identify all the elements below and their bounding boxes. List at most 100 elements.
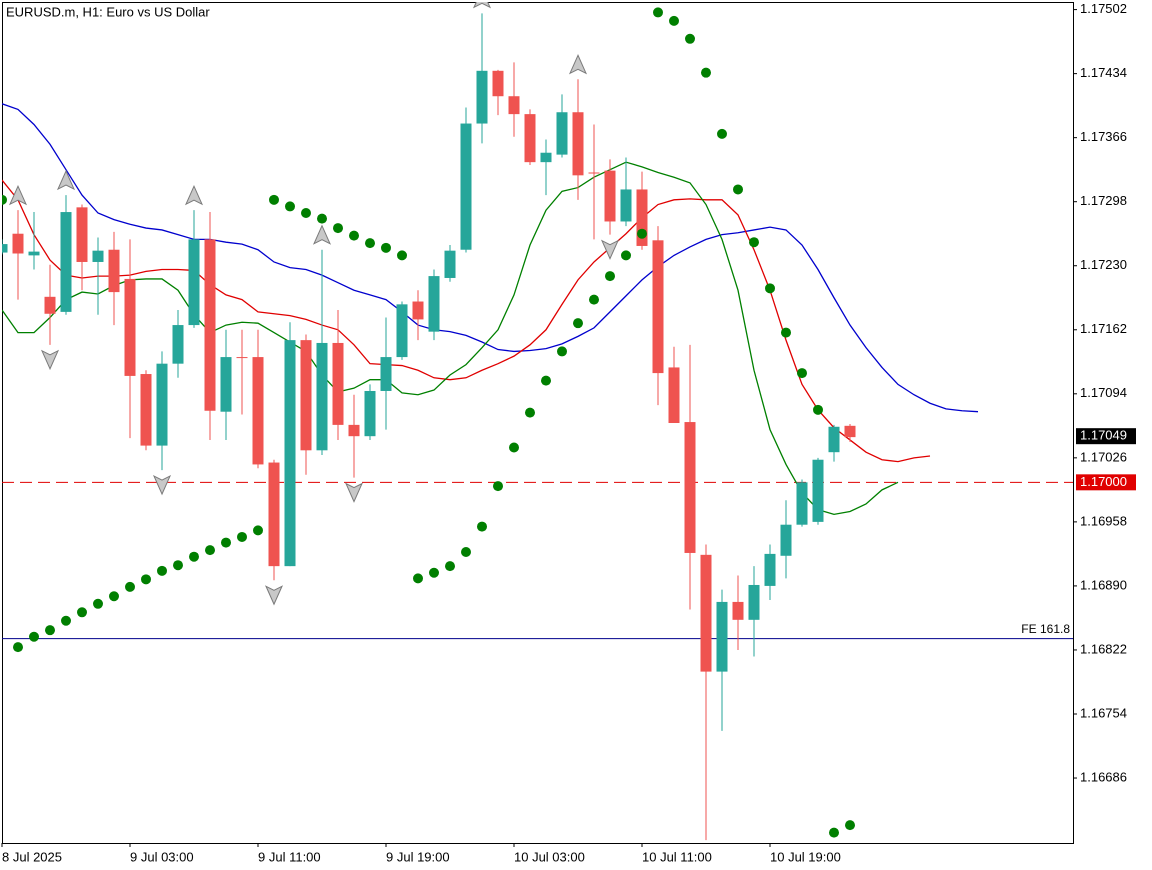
- candle-body: [492, 70, 504, 97]
- level-price-label: 1.17000: [1080, 474, 1127, 489]
- fractal-up: [56, 169, 76, 191]
- candle-body: [12, 233, 24, 254]
- candle-body: [700, 554, 712, 672]
- fe-label: FE 161.8: [1021, 622, 1070, 636]
- y-tick-label: 1.16822: [1080, 641, 1127, 656]
- sar-dot: [573, 318, 583, 329]
- candle-body: [332, 342, 344, 425]
- sar-dot: [13, 642, 23, 653]
- x-tick-label: 10 Jul 11:00: [642, 849, 712, 864]
- sar-dot: [2, 194, 7, 205]
- candle-body: [124, 278, 136, 376]
- candle-body: [316, 342, 328, 451]
- candle-body: [396, 304, 408, 358]
- sar-dot: [253, 525, 263, 536]
- sar-dot: [829, 827, 839, 838]
- sar-dot: [541, 375, 551, 386]
- sar-dot: [365, 238, 375, 249]
- chart-title: EURUSD.m, H1: Euro vs US Dollar: [6, 4, 210, 19]
- ma-line: [2, 103, 979, 413]
- sar-dot: [397, 250, 407, 261]
- sar-dot: [109, 591, 119, 602]
- fractal-up: [312, 224, 332, 245]
- candle-body: [140, 374, 152, 446]
- candle-body: [476, 70, 488, 124]
- y-tick-label: 1.17434: [1080, 65, 1127, 80]
- candle-body: [796, 482, 808, 525]
- ma-line: [2, 161, 899, 516]
- sar-dot: [93, 598, 103, 609]
- x-tick-label: 9 Jul 11:00: [258, 849, 321, 864]
- sar-dot: [797, 368, 807, 379]
- sar-dot: [477, 521, 487, 532]
- sar-dot: [605, 271, 615, 282]
- sar-dot: [413, 573, 423, 584]
- candle-body: [588, 172, 600, 174]
- sar-dot: [269, 194, 279, 205]
- sar-dot: [669, 15, 679, 26]
- sar-dot: [141, 574, 151, 585]
- candle-body: [668, 367, 680, 423]
- x-tick-label: 8 Jul 2025: [2, 849, 62, 864]
- sar-dot: [317, 213, 327, 224]
- y-tick-label: 1.17502: [1080, 1, 1127, 16]
- candle-body: [764, 553, 776, 586]
- plot-area: FE 161.8: [2, 2, 1073, 841]
- sar-dot: [61, 615, 71, 626]
- sar-dot: [237, 531, 247, 542]
- sar-dot: [765, 283, 775, 294]
- fractal-up: [8, 184, 28, 206]
- sar-dot: [189, 551, 199, 562]
- candle-body: [748, 584, 760, 620]
- candle-body: [428, 276, 440, 332]
- sar-dot: [557, 346, 567, 357]
- current-price-box: [1076, 428, 1136, 445]
- sar-dot: [77, 607, 87, 618]
- candle-body: [172, 325, 184, 364]
- candle-body: [268, 462, 280, 567]
- candle-body: [684, 422, 696, 553]
- candle-body: [460, 123, 472, 250]
- candle-body: [348, 424, 360, 437]
- candle-body: [716, 601, 728, 672]
- candle-body: [636, 189, 648, 246]
- sar-dot: [749, 237, 759, 248]
- sar-dot: [461, 547, 471, 558]
- candle-body: [540, 152, 552, 163]
- y-tick-label: 1.16890: [1080, 577, 1127, 592]
- level-price-box: [1076, 474, 1136, 491]
- candle-body: [652, 240, 664, 374]
- sar-dot: [493, 481, 503, 492]
- sar-dot: [589, 294, 599, 305]
- sar-dot: [653, 7, 663, 18]
- sar-dot: [733, 184, 743, 195]
- sar-dot: [333, 223, 343, 234]
- sar-dot: [301, 208, 311, 218]
- candle-body: [844, 425, 856, 438]
- sar-dot: [125, 581, 135, 592]
- x-tick-label: 10 Jul 19:00: [770, 849, 841, 864]
- candle-body: [732, 601, 744, 620]
- sar-dot: [29, 631, 39, 642]
- y-tick-label: 1.16958: [1080, 513, 1127, 528]
- candle-body: [156, 363, 168, 446]
- sar-dot: [349, 230, 359, 241]
- candle-body: [572, 112, 584, 176]
- x-tick-label: 9 Jul 19:00: [386, 849, 450, 864]
- candle-body: [236, 357, 248, 359]
- y-tick-label: 1.17366: [1080, 129, 1127, 144]
- candle-body: [524, 114, 536, 163]
- sar-dot: [157, 565, 167, 576]
- candle-body: [604, 170, 616, 222]
- sar-dot: [173, 560, 183, 571]
- y-tick-label: 1.17298: [1080, 193, 1127, 208]
- candle-body: [444, 250, 456, 278]
- sar-dot: [701, 67, 711, 78]
- sar-dot: [717, 128, 727, 139]
- fractal-down: [264, 585, 284, 606]
- candle-body: [284, 340, 296, 567]
- candle-body: [812, 459, 824, 522]
- sar-dot: [845, 820, 855, 831]
- ma-line: [2, 179, 931, 463]
- fractal-up: [472, 2, 492, 9]
